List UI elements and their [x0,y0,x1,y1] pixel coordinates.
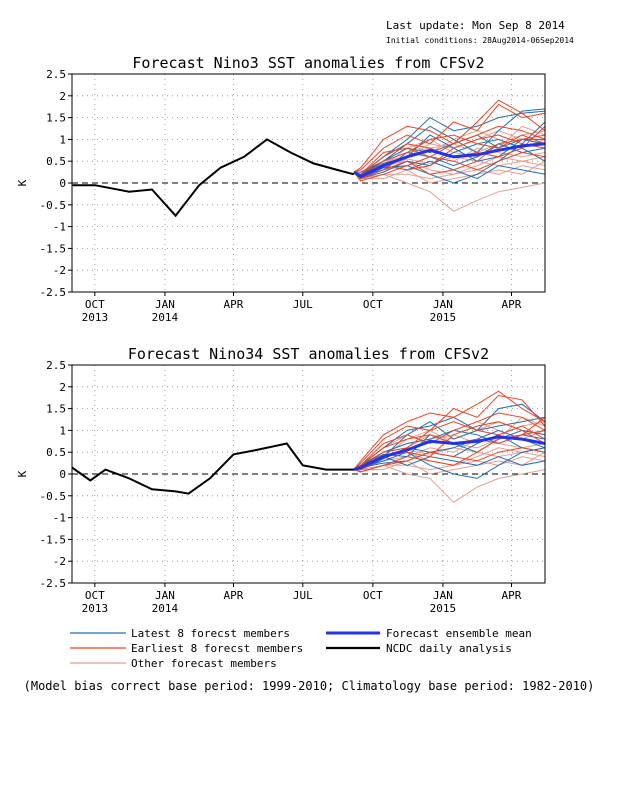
y-tick-label: 2 [59,90,66,103]
x-tick-year: 2015 [430,602,457,615]
y-tick-label: -1 [53,221,66,234]
x-tick-month: APR [224,298,244,311]
plot-frame [71,364,546,584]
y-tick-label: -2 [53,555,66,568]
other-member-line [353,421,546,471]
y-tick-label: -2.5 [40,286,67,299]
x-tick-month: OCT [363,298,383,311]
y-tick-label: -1.5 [40,242,67,255]
latest-member-line [353,429,546,471]
legend: Latest 8 forecst members Earliest 8 fore… [70,627,532,670]
analysis-line [71,442,354,495]
other-member-line [353,160,546,184]
earliest-member-line [353,134,546,178]
y-tick-label: -2 [53,264,66,277]
legend-earliest-label: Earliest 8 forecst members [131,642,303,655]
other-member-line [353,421,546,471]
x-tick-month: JAN [155,298,175,311]
y-axis-label: K [16,470,29,477]
initial-conditions-text: Initial conditions: 28Aug2014-06Sep2014 [386,36,574,45]
earliest-member-line [353,447,546,473]
chart-title: Forecast Nino34 SST anomalies from CFSv2 [128,345,489,363]
x-tick-month: JUL [293,589,313,602]
x-tick-month: JUL [293,298,313,311]
x-tick-year: 2013 [82,602,109,615]
x-tick-month: JAN [433,298,453,311]
y-axis-label: K [16,179,29,186]
earliest-member-line [353,103,546,173]
y-tick-label: 0 [59,468,66,481]
x-tick-year: 2013 [82,311,109,324]
earliest-member-line [353,421,546,471]
other-member-line [353,451,546,475]
x-tick-month: APR [502,298,522,311]
other-member-line [353,171,546,212]
x-tick-month: OCT [85,589,105,602]
y-tick-label: 2 [59,381,66,394]
last-update-text: Last update: Mon Sep 8 2014 [386,19,565,32]
y-tick-label: 2.5 [46,68,66,81]
earliest-member-line [353,394,546,470]
x-tick-month: APR [502,589,522,602]
x-tick-month: JAN [155,589,175,602]
footnote-text: (Model bias correct base period: 1999-20… [24,679,595,693]
earliest-member-line [353,125,546,175]
y-tick-label: 2.5 [46,359,66,372]
x-tick-year: 2014 [152,602,179,615]
analysis-line [72,138,355,218]
y-tick-label: 1.5 [46,403,66,416]
y-tick-label: 0.5 [46,155,66,168]
y-tick-label: 0.5 [46,446,66,459]
earliest-member-line [353,390,546,470]
y-tick-label: -2.5 [40,577,67,590]
y-tick-label: 1.5 [46,112,66,125]
chart-title: Forecast Nino3 SST anomalies from CFSv2 [132,54,484,72]
earliest-member-line [353,412,546,471]
x-tick-year: 2015 [430,311,457,324]
x-tick-month: OCT [363,589,383,602]
legend-mean-label: Forecast ensemble mean [386,627,532,640]
x-tick-year: 2014 [152,311,179,324]
x-tick-month: APR [224,589,244,602]
y-tick-label: 1 [59,133,66,146]
x-tick-month: JAN [433,589,453,602]
y-tick-label: -0.5 [40,199,67,212]
x-tick-month: OCT [85,298,105,311]
legend-latest-label: Latest 8 forecst members [131,627,290,640]
y-tick-label: -1 [53,512,66,525]
earliest-member-line [353,151,546,182]
y-tick-label: -1.5 [40,533,67,546]
ensemble-mean-line [352,142,546,179]
ensemble-mean-line [353,435,546,472]
other-member-line [353,464,546,503]
plot-frame [71,73,546,293]
other-member-line [353,421,546,471]
nino3-panel: Forecast Nino3 SST anomalies from CFSv2 2… [16,54,546,324]
y-tick-label: 0 [59,177,66,190]
legend-other-label: Other forecast members [131,657,277,670]
nino34-panel: Forecast Nino34 SST anomalies from CFSv2… [16,345,546,615]
legend-analysis-label: NCDC daily analysis [386,642,512,655]
y-tick-label: -0.5 [40,490,67,503]
y-tick-label: 1 [59,424,66,437]
earliest-member-line [353,421,546,471]
